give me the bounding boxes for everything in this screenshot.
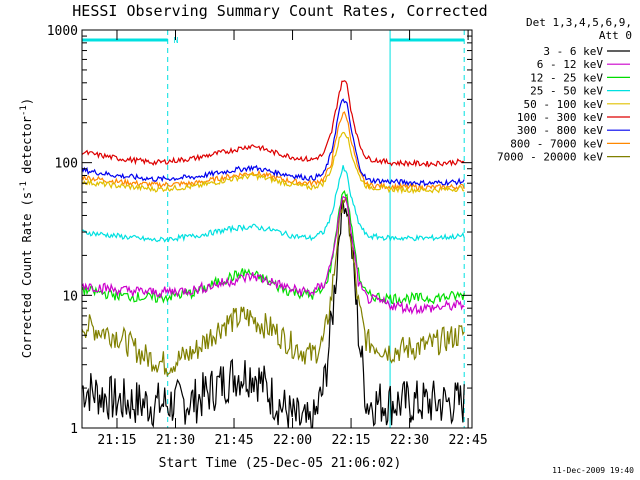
chart-title: HESSI Observing Summary Count Rates, Cor…	[72, 2, 487, 20]
y-tick-label: 10	[62, 289, 78, 304]
series-layer	[81, 80, 465, 429]
series-line-3-6-kev	[81, 200, 465, 429]
legend-label: 12 - 25 keV	[530, 71, 603, 84]
x-tick-label: 21:45	[214, 433, 253, 448]
plot-frame	[81, 29, 473, 429]
legend-label: 7000 - 20000 keV	[497, 151, 603, 164]
x-tick-label: 22:45	[449, 433, 488, 448]
legend-header-line-1: Det 1,3,4,5,6,9,	[526, 16, 632, 29]
series-line-7000-20000-kev	[81, 196, 465, 378]
timestamp: 11-Dec-2009 19:40	[552, 466, 634, 475]
x-tick-label: 21:15	[97, 433, 136, 448]
series-line-50-100-kev	[81, 131, 465, 195]
series-line-12-25-kev	[81, 189, 465, 306]
legend-label: 50 - 100 keV	[524, 98, 604, 111]
y-tick-label: 1000	[47, 24, 78, 39]
x-tick-label: 21:30	[156, 433, 195, 448]
x-tick-label: 22:00	[273, 433, 312, 448]
legend-label: 6 - 12 keV	[537, 58, 604, 71]
legend-label: 300 - 800 keV	[517, 124, 603, 137]
legend-label: 100 - 300 keV	[517, 111, 603, 124]
y-tick-label: 100	[55, 157, 78, 172]
series-line-100-300-kev	[81, 80, 465, 168]
series-line-300-800-kev	[81, 98, 465, 187]
x-tick-label: 22:15	[331, 433, 370, 448]
y-tick-label: 1	[70, 422, 78, 437]
legend-header-line-2: Att 0	[599, 29, 632, 42]
series-line-6-12-kev	[81, 195, 465, 316]
night-marker-label: N	[174, 36, 179, 45]
series-line-800-7000-kev	[81, 111, 465, 192]
y-axis-label: Corrected Count Rate (s-1 detector-1)	[19, 98, 34, 358]
legend-label: 3 - 6 keV	[543, 45, 603, 58]
x-axis-label: Start Time (25-Dec-05 21:06:02)	[159, 456, 402, 471]
legend-label: 800 - 7000 keV	[510, 137, 603, 150]
axis-layer: 1 10 100 1000 21:15 21:30 21:45 22:00 22:15 22:30…	[47, 24, 488, 448]
x-tick-label: 22:30	[390, 433, 429, 448]
legend-label: 25 - 50 keV	[530, 85, 603, 98]
series-line-25-50-kev	[81, 165, 465, 243]
